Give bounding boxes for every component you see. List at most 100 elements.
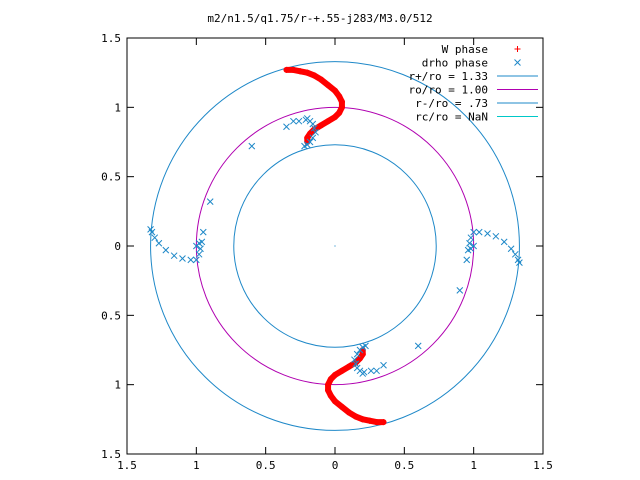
x-tick-label: 1 — [193, 459, 200, 472]
drho-phase-point — [162, 246, 170, 254]
drho-phase-point — [283, 123, 290, 131]
w-phase-point — [318, 76, 325, 83]
cross-b — [199, 228, 207, 236]
w-phase-point — [380, 419, 387, 426]
cross-b — [206, 198, 214, 205]
cross-b — [514, 59, 521, 66]
cross-b — [309, 134, 317, 142]
drho-phase-point — [414, 342, 422, 350]
legend-label: drho phase — [422, 57, 488, 70]
drho-phase-point — [464, 246, 472, 254]
drho-phase-point — [492, 232, 500, 240]
cross-b — [362, 342, 369, 350]
y-tick-label: 1 — [114, 379, 121, 392]
cross-b — [290, 117, 297, 125]
x-tick-label: 1.5 — [117, 459, 137, 472]
w-phase-point — [332, 398, 338, 405]
w-phase-point — [325, 82, 332, 89]
drho-phase-point — [155, 239, 163, 247]
cross-b — [192, 256, 200, 264]
drho-phase-point — [367, 367, 375, 375]
w-phase-point — [304, 69, 311, 76]
cross-b — [170, 252, 178, 260]
drho-phase-point — [198, 238, 206, 246]
y-tick-label: 0 — [114, 240, 121, 253]
w-phase-point — [327, 392, 334, 399]
drho-phase-point — [511, 250, 519, 258]
chart-title: m2/n1.5/q1.75/r-+.55-j283/M3.0/512 — [207, 12, 432, 25]
x-tick-label: 1.5 — [533, 459, 553, 472]
w-phase-point — [373, 419, 380, 426]
w-phase-point — [327, 376, 334, 383]
drho-phase-point — [463, 256, 471, 264]
drho-phase-point — [475, 228, 483, 236]
drho-phase-point — [170, 252, 178, 260]
drho-phase-point — [484, 230, 491, 237]
cross-b — [380, 361, 387, 369]
drho-phase-point — [248, 142, 256, 150]
cross-b — [492, 232, 500, 240]
cross-b — [464, 246, 472, 254]
legend-label: r+/ro = 1.33 — [409, 70, 488, 83]
drho-phase-point — [206, 198, 214, 205]
drho-phase-point — [352, 360, 360, 368]
drho-phase-point — [199, 228, 207, 236]
drho-phase-point — [360, 368, 368, 376]
w-phase-point — [325, 381, 332, 388]
cross-b — [475, 228, 483, 236]
drho-phase-point — [192, 256, 200, 264]
x-tick-label: 0 — [332, 459, 339, 472]
drho-phase-point — [295, 117, 303, 125]
cross-b — [147, 226, 154, 233]
w-phase-point — [366, 417, 373, 424]
w-phase-point — [297, 68, 304, 75]
y-tick-label: 0.5 — [101, 171, 121, 184]
drho-phase-point — [467, 234, 475, 242]
cross-b — [248, 142, 256, 150]
cross-b — [151, 234, 159, 242]
drho-phase-point — [192, 242, 200, 250]
y-axis: 1.5 1 0.5 0 0.5 1 1.5 — [101, 32, 543, 461]
x-axis: 1.5 1 0.5 0 0.5 1 1.5 — [117, 38, 553, 472]
cross-b — [283, 123, 290, 131]
cross-b — [301, 142, 308, 150]
legend-label: r-/ro = .73 — [415, 97, 488, 110]
cross-b — [198, 238, 206, 246]
cross-b — [187, 256, 195, 264]
drho-phase-point — [353, 364, 361, 372]
drho-phase-point — [470, 242, 478, 250]
cross-b — [466, 239, 473, 247]
drho-phase-point — [353, 350, 361, 358]
drho-phase-point — [351, 356, 358, 364]
cross-b — [367, 367, 375, 375]
w-phase-point — [332, 371, 338, 378]
cross-b — [414, 342, 422, 350]
w-phase-point — [345, 409, 352, 416]
w-phase-point — [325, 387, 332, 394]
drho-phase-point — [187, 256, 195, 264]
radius-circle — [233, 144, 437, 348]
drho-phase-point — [197, 245, 204, 253]
origin-dot — [334, 245, 336, 247]
data-points — [147, 66, 523, 426]
legend-label: rc/ro = NaN — [415, 111, 488, 124]
cross-b — [360, 368, 368, 376]
w-phase-point — [318, 122, 325, 129]
legend-label: W phase — [442, 43, 488, 56]
w-phase-point — [345, 363, 352, 370]
radius-circle — [150, 61, 520, 431]
cross-b — [302, 116, 310, 124]
cross-b — [467, 234, 475, 242]
drho-phase-point — [312, 128, 319, 136]
drho-phase-point — [362, 342, 369, 350]
cross-b — [309, 120, 317, 128]
cross-b — [179, 255, 186, 262]
cross-b — [484, 230, 491, 237]
drho-phase-point — [195, 250, 203, 258]
w-phase-point — [311, 72, 318, 79]
y-tick-label: 1 — [114, 101, 121, 114]
drho-phase-point — [470, 228, 478, 236]
w-phase-point — [338, 403, 345, 410]
w-phase-point — [352, 413, 359, 420]
